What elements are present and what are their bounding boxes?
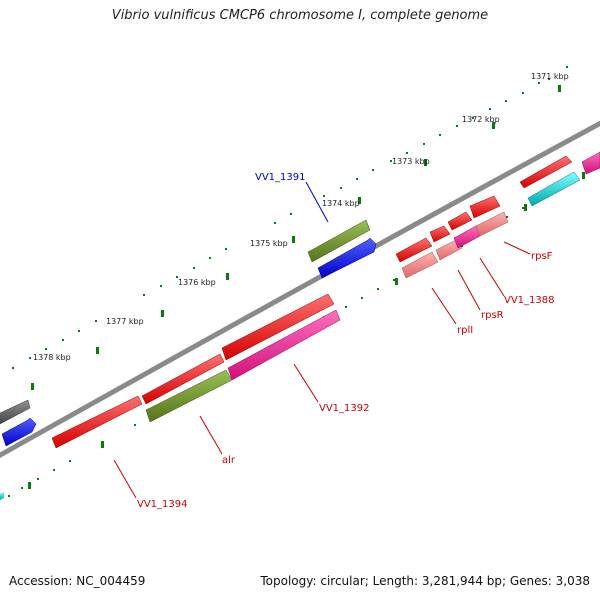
gene-feature-rpsr[interactable] bbox=[435, 239, 463, 261]
kbp-label-1373: 1373 kbp bbox=[392, 157, 430, 166]
gene-label-vv1-1392[interactable]: VV1_1392 bbox=[319, 403, 370, 414]
chromosome-backbone bbox=[0, 120, 600, 459]
gene-feature-red-small-1[interactable] bbox=[395, 237, 433, 263]
gene-label-rpli[interactable]: rplI bbox=[457, 325, 473, 336]
kbp-label-1374: 1374 kbp bbox=[322, 199, 360, 208]
gene-feature-rpli[interactable] bbox=[401, 251, 439, 279]
kbp-label-1372: 1372 kbp bbox=[462, 115, 500, 124]
kbp-label-1377: 1377 kbp bbox=[106, 317, 144, 326]
gene-feature-vv1-1392[interactable] bbox=[227, 309, 341, 381]
kbp-label-1376: 1376 kbp bbox=[178, 278, 216, 287]
gene-feature-red-long[interactable] bbox=[141, 293, 335, 405]
gene-feature-vv1-1391[interactable] bbox=[307, 219, 371, 263]
gene-label-vv1-1388[interactable]: VV1_1388 bbox=[504, 295, 555, 306]
gene-label-rpsf[interactable]: rpsF bbox=[531, 251, 553, 262]
gene-feature-cyan-edge[interactable] bbox=[0, 171, 581, 500]
gene-feature-vv1-1394[interactable] bbox=[51, 395, 143, 449]
gene-feature-blue-left[interactable] bbox=[1, 417, 37, 447]
gene-feature-blue-mid[interactable] bbox=[317, 237, 377, 279]
callout-lines bbox=[113, 181, 531, 499]
gene-feature-red-small-2[interactable] bbox=[429, 225, 451, 243]
gene-feature-vv1-1388[interactable] bbox=[453, 225, 481, 249]
gene-label-alr[interactable]: alr bbox=[222, 455, 236, 466]
gene-feature-gray[interactable] bbox=[0, 399, 31, 425]
gene-feature-red-small-4[interactable] bbox=[469, 195, 501, 219]
gene-feature-rpsf[interactable] bbox=[475, 211, 509, 237]
kbp-label-1371: 1371 kbp bbox=[531, 72, 569, 81]
gene-feature-red-small-3[interactable] bbox=[447, 211, 473, 231]
kbp-label-1375: 1375 kbp bbox=[250, 239, 288, 248]
accession-info: Accession: NC_004459 bbox=[9, 574, 146, 588]
gene-label-vv1-1394[interactable]: VV1_1394 bbox=[137, 499, 188, 510]
map-title: Vibrio vulnificus CMCP6 chromosome I, co… bbox=[111, 8, 489, 23]
topology-info: Topology: circular; Length: 3,281,944 bp… bbox=[260, 574, 590, 588]
gene-label-rpsr[interactable]: rpsR bbox=[481, 310, 504, 321]
gene-feature-pink-edge[interactable] bbox=[581, 151, 600, 175]
kbp-label-1378: 1378 kbp bbox=[33, 353, 71, 362]
outer-tick-track bbox=[12, 66, 568, 390]
gene-label-vv1-1391[interactable]: VV1_1391 bbox=[255, 172, 306, 183]
gene-feature-red-rpsf[interactable] bbox=[519, 155, 573, 189]
